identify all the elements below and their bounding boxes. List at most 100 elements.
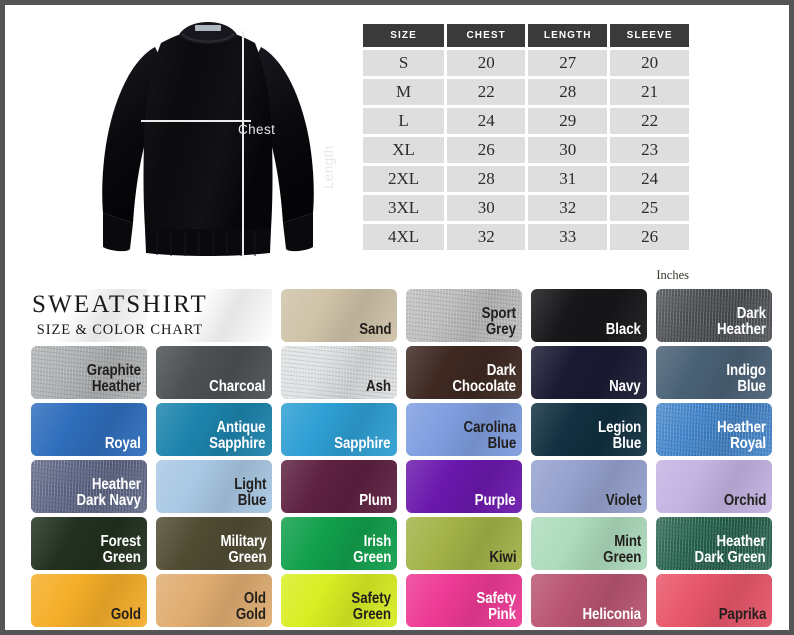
cell-length: 32 [528, 195, 608, 221]
swatch-label: Mint Green [602, 533, 641, 567]
color-swatch-heather-dark-green[interactable]: Heather Dark Green [656, 517, 772, 570]
swatch-label: Dark Chocolate [452, 362, 516, 396]
swatch-label: Heather Dark Green [694, 533, 766, 567]
cell-size: XL [363, 137, 445, 163]
table-row: XL 26 30 23 [363, 137, 689, 163]
color-swatch-sand[interactable]: Sand [281, 289, 397, 342]
color-swatch-cherry-red[interactable]: Cherry Red [531, 631, 647, 635]
color-swatch-antique-cherry-red[interactable]: Antique Cherry Red [406, 631, 522, 635]
color-swatch-paprika[interactable]: Paprika [656, 574, 772, 627]
collar-seam [181, 33, 235, 43]
table-row: M 22 28 21 [363, 79, 689, 105]
color-swatch-indigo-blue[interactable]: Indigo Blue [656, 346, 772, 399]
color-swatch-kiwi[interactable]: Kiwi [406, 517, 522, 570]
cell-size: M [363, 79, 445, 105]
color-swatch-sport-grey[interactable]: Sport Grey [406, 289, 522, 342]
table-row: L 24 29 22 [363, 108, 689, 134]
color-swatch-red[interactable]: Red [281, 631, 397, 635]
color-swatch-gold[interactable]: Gold [31, 574, 147, 627]
swatch-label: Safety Pink [476, 590, 516, 624]
column-header-length: LENGTH [528, 24, 608, 47]
swatch-label: Royal [105, 435, 141, 453]
swatch-label: Plum [358, 492, 391, 510]
color-swatch-graphite-heather[interactable]: Graphite Heather [31, 346, 147, 399]
swatch-label: Black [605, 321, 641, 339]
swatch-label: Sport Grey [481, 305, 516, 339]
cell-sleeve: 23 [610, 137, 689, 163]
table-row: 2XL 28 31 24 [363, 166, 689, 192]
color-swatch-carolina-blue[interactable]: Carolina Blue [406, 403, 522, 456]
color-swatch-grid: Sand Sport Grey Black Dark Heather Graphite … [31, 289, 779, 635]
color-swatch-military-green[interactable]: Military Green [156, 517, 272, 570]
waistband [145, 229, 271, 256]
swatch-label: Antique Sapphire [209, 419, 266, 453]
swatch-label: Navy [609, 378, 641, 396]
color-swatch-azalea[interactable]: Azalea [31, 631, 147, 635]
color-swatch-forest-green[interactable]: Forest Green [31, 517, 147, 570]
color-swatch-plum[interactable]: Plum [281, 460, 397, 513]
color-swatch-royal[interactable]: Royal [31, 403, 147, 456]
color-swatch-heliconia[interactable]: Heliconia [531, 574, 647, 627]
length-measure-label: Length [321, 145, 336, 189]
color-swatch-antique-sapphire[interactable]: Antique Sapphire [156, 403, 272, 456]
color-swatch-heather-royal[interactable]: Heather Royal [656, 403, 772, 456]
color-swatch-sapphire[interactable]: Sapphire [281, 403, 397, 456]
color-swatch-light-blue[interactable]: Light Blue [156, 460, 272, 513]
cell-chest: 24 [447, 108, 526, 134]
swatch-label: Ash [366, 378, 391, 396]
cell-sleeve: 21 [610, 79, 689, 105]
color-swatch-mint-green[interactable]: Mint Green [531, 517, 647, 570]
swatch-label: Orchid [723, 492, 767, 510]
neck-label-tag [195, 25, 221, 31]
color-swatch-navy[interactable]: Navy [531, 346, 647, 399]
color-swatch-black[interactable]: Black [531, 289, 647, 342]
page-subtitle: SIZE & COLOR CHART [36, 321, 204, 338]
swatch-label: Old Gold [235, 590, 266, 624]
swatch-label: Purple [475, 492, 516, 510]
cell-length: 28 [528, 79, 608, 105]
color-swatch-dark-chocolate[interactable]: Dark Chocolate [406, 346, 522, 399]
color-swatch-heather-dark-navy[interactable]: Heather Dark Navy [31, 460, 147, 513]
swatch-label: Military Green [219, 533, 266, 567]
color-swatch-light-pink[interactable]: Light Pink [156, 631, 272, 635]
color-swatch-safety-green[interactable]: Safety Green [281, 574, 397, 627]
units-note: Inches [656, 268, 689, 282]
color-swatch-purple[interactable]: Purple [406, 460, 522, 513]
cell-sleeve: 25 [610, 195, 689, 221]
cell-size: S [363, 50, 445, 76]
color-swatch-orchid[interactable]: Orchid [656, 460, 772, 513]
color-swatch-legion-blue[interactable]: Legion Blue [531, 403, 647, 456]
cell-size: 3XL [363, 195, 445, 221]
swatch-label: Dark Heather [716, 305, 766, 339]
color-swatch-charcoal[interactable]: Charcoal [156, 346, 272, 399]
column-header-chest: CHEST [447, 24, 526, 47]
cell-chest: 30 [447, 195, 526, 221]
column-header-size: SIZE [363, 24, 445, 47]
color-swatch-cardinal-red[interactable]: Cardinal Red [656, 631, 772, 635]
color-swatch-safety-pink[interactable]: Safety Pink [406, 574, 522, 627]
cell-length: 29 [528, 108, 608, 134]
swatch-label: Heliconia [582, 606, 641, 624]
color-swatch-dark-heather[interactable]: Dark Heather [656, 289, 772, 342]
top-section: Chest Length SIZE CHEST LENGTH SLEEVE S 2… [5, 5, 789, 283]
left-cuff [103, 213, 133, 252]
color-swatch-ash[interactable]: Ash [281, 346, 397, 399]
color-swatch-old-gold[interactable]: Old Gold [156, 574, 272, 627]
collar [179, 22, 237, 44]
swatch-label: Sapphire [334, 435, 391, 453]
sweatshirt-svg [102, 22, 314, 257]
swatch-label: Gold [110, 606, 141, 624]
swatch-label: Legion Blue [597, 419, 641, 453]
color-swatch-violet[interactable]: Violet [531, 460, 647, 513]
swatch-label: Heather Dark Navy [76, 476, 142, 510]
swatch-label: Carolina Blue [463, 419, 516, 453]
column-header-sleeve: SLEEVE [610, 24, 689, 47]
size-table-body: S 20 27 20 M 22 28 21 L 24 29 22 XL 26 30 23 2XL 28 31 24 3X… [363, 50, 689, 250]
table-row: 3XL 30 32 25 [363, 195, 689, 221]
color-swatch-irish-green[interactable]: Irish Green [281, 517, 397, 570]
cell-chest: 28 [447, 166, 526, 192]
swatch-label: Sand [358, 321, 391, 339]
sweatshirt-illustration: Chest Length [83, 17, 336, 265]
swatch-label: Safety Green [351, 590, 391, 624]
title-block-spacer [156, 289, 272, 342]
